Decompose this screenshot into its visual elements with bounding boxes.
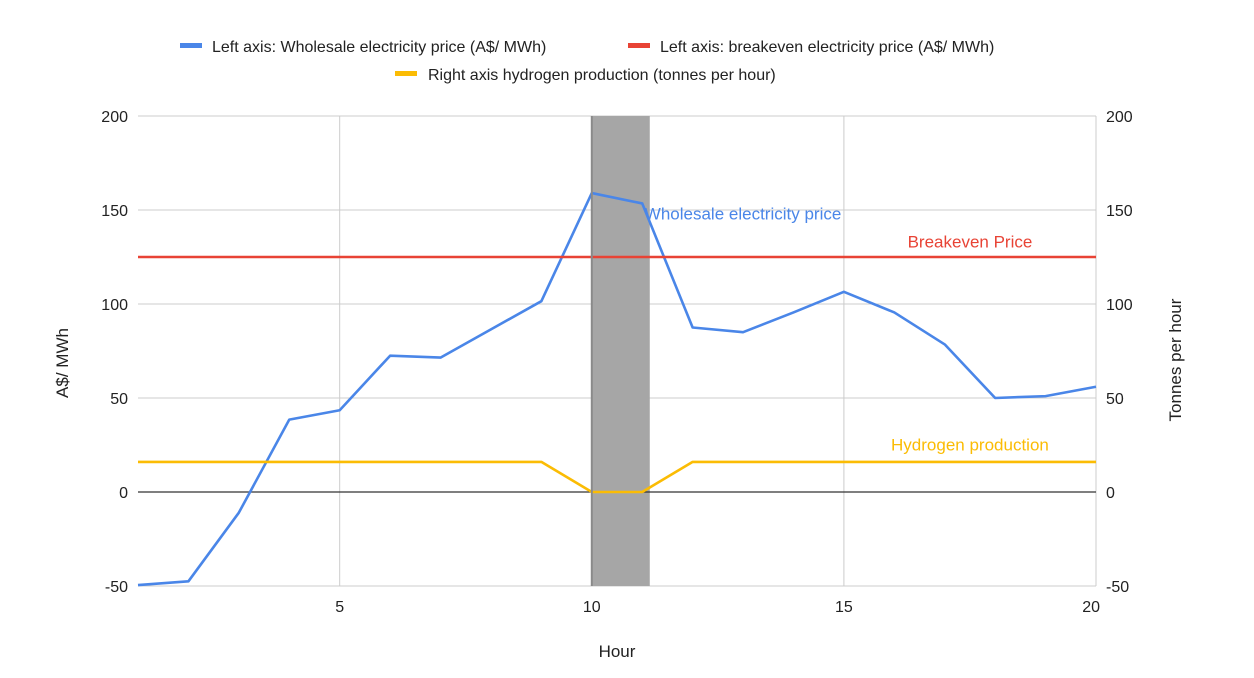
y-left-tick-label: 200 [101,109,128,126]
x-tick-label: 5 [335,599,344,616]
legend-item-hydrogen-production[interactable]: Right axis hydrogen production (tonnes p… [395,67,776,84]
x-axis-title: Hour [599,642,636,661]
legend-label-hydrogen-production: Right axis hydrogen production (tonnes p… [428,67,776,84]
y-left-tick-label: 0 [119,485,128,502]
x-tick-label: 15 [835,599,853,616]
y-axis-right-title: Tonnes per hour [1166,298,1185,421]
y-right-tick-label: 100 [1106,297,1133,314]
annotation-1: Breakeven Price [908,233,1033,252]
y-right-tick-label: 50 [1106,391,1124,408]
y-left-tick-label: 50 [110,391,128,408]
legend-label-breakeven-price: Left axis: breakeven electricity price (… [660,39,994,56]
shaded-region [591,116,650,586]
legend-label-wholesale-price: Left axis: Wholesale electricity price (… [212,39,546,56]
x-tick-label: 20 [1082,599,1100,616]
y-axis-left-title: A$/ MWh [53,328,72,398]
y-right-tick-label: 200 [1106,109,1133,126]
y-left-tick-label: -50 [105,579,128,596]
y-right-tick-label: -50 [1106,579,1129,596]
legend-swatch-breakeven-price [628,43,650,48]
series-line-0 [137,191,1097,587]
annotation-0: Wholesale electricity price [645,204,842,223]
legend-swatch-wholesale-price [180,43,202,48]
annotation-2: Hydrogen production [891,436,1049,455]
legend-item-wholesale-price[interactable]: Left axis: Wholesale electricity price (… [180,39,546,56]
plot-area: -50 0 50 100 150 200 -50 0 50 100 150 200 5 10 15 20 Who… [101,109,1133,616]
y-left-tick-label: 150 [101,203,128,220]
legend-swatch-hydrogen-production [395,71,417,76]
legend: Left axis: Wholesale electricity price (… [180,39,994,84]
y-right-tick-label: 0 [1106,485,1115,502]
x-tick-label: 10 [583,599,601,616]
y-left-tick-label: 100 [101,297,128,314]
y-right-tick-label: 150 [1106,203,1133,220]
series-line-2 [138,460,1096,494]
legend-item-breakeven-price[interactable]: Left axis: breakeven electricity price (… [628,39,994,56]
